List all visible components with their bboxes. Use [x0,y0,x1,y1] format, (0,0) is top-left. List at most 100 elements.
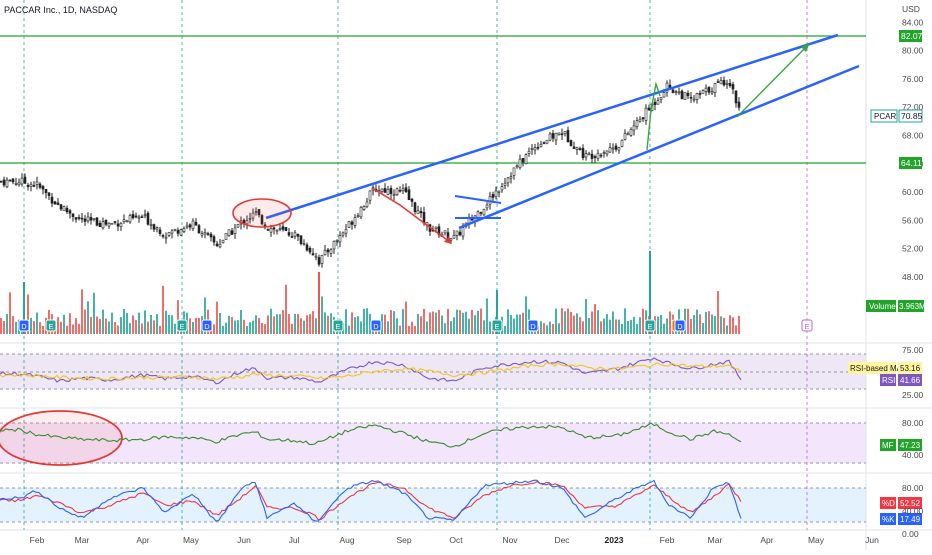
price-axis[interactable]: 84.0080.0076.0072.0068.0064.0060.0056.00… [902,17,924,282]
time-axis[interactable]: Feb Mar Apr May Jun Jul Aug Sep Oct Nov Dec 2023 Feb… [30,535,879,545]
candle-body [521,157,525,163]
candle-body [206,233,210,235]
volume-bar [330,313,332,334]
volume-bar [129,323,131,334]
rsi-ma-label-badge [848,362,896,374]
volume-bar [3,320,5,334]
volume-bar [144,310,146,334]
candle-body [575,147,579,150]
channel-lower-line[interactable] [458,64,860,230]
volume-bar [303,320,305,334]
event-marker[interactable] [18,319,30,332]
candle-body [692,98,696,101]
candle-body [209,233,213,238]
candle-body [713,83,717,93]
highlight-ellipse[interactable] [232,198,292,228]
flag-upper-line[interactable] [454,195,502,204]
volume-bar [417,313,419,334]
volume-bar [411,321,413,334]
event-markers[interactable]: DEEDEDEDESDE [18,319,813,332]
candle-body [284,227,288,231]
mfi-tick-40: 40.00 [902,450,924,460]
decline-arrow[interactable] [371,187,451,243]
event-marker[interactable] [801,319,813,332]
candle-body [614,145,618,150]
candle-body [542,142,546,144]
event-marker[interactable] [491,319,503,332]
event-marker[interactable] [45,319,57,332]
candle-body [122,219,126,222]
time-label-13: Mar [708,535,723,545]
event-marker[interactable] [201,319,213,332]
volume-bar [108,321,110,334]
rsi-tick-25: 25.00 [902,390,924,400]
volume-bar [15,321,17,334]
volume-bar [708,311,710,334]
volume-bar [552,323,554,334]
volume-value-badge [898,300,924,312]
candle-body [110,222,114,225]
volume-bar [360,321,362,334]
candle-body [677,91,681,94]
time-label-16: Jun [865,535,879,545]
candle-body [245,220,249,225]
volume-bar [288,314,290,334]
volume-bar [660,315,662,334]
candle-body [626,133,630,136]
event-marker[interactable] [332,319,344,332]
volume-bar [36,312,38,334]
channel-upper-line[interactable] [265,33,839,220]
candle-body [65,207,69,213]
candle-body [17,182,21,186]
candle-body [296,233,300,237]
price-badges[interactable]: 82.07 PCAR 70.85 64.11 Volume 3.963M RSI… [848,30,926,525]
candle-body [416,210,420,215]
volume-bar [111,312,113,334]
volume-bar [264,324,266,334]
target-arrow[interactable] [736,44,809,118]
candle-body [563,131,567,135]
candle-body [194,222,198,226]
price-tick-8: 52.00 [902,244,924,254]
event-marker[interactable] [370,319,382,332]
candle-body [233,227,237,234]
volume-bar [396,318,398,334]
price-candles [0,76,741,268]
candle-body [536,147,540,149]
candle-body [0,180,3,183]
time-label-12: Feb [660,535,675,545]
volume-bar [222,325,224,334]
event-marker[interactable] [644,319,656,332]
volume-bar [132,315,134,334]
d-label: %D [882,499,895,508]
volume-bar [246,325,248,334]
candle-body [389,187,393,195]
candle-body [2,179,6,186]
breakout-arrow[interactable] [646,81,661,151]
d-value: 52.52 [900,499,921,508]
volume-bar [234,320,236,334]
candle-body [230,230,234,235]
drawings[interactable] [0,33,860,466]
event-marker[interactable] [674,319,686,332]
candle-body [290,236,294,238]
candle-body [410,198,414,202]
candle-body [719,80,723,85]
event-marker[interactable] [176,319,188,332]
stoch-tick-40: 40.00 [902,506,924,516]
volume-bar [567,308,569,334]
candle-body [494,190,498,197]
candle-body [167,232,171,236]
volume-bar [312,311,314,334]
event-marker[interactable] [527,319,539,332]
candle-body [14,183,18,185]
candle-body [32,185,36,187]
volume-bar [468,318,470,334]
stoch-d-line [0,480,742,521]
candle-body [197,225,201,234]
candle-body [581,147,585,159]
candle-body [728,83,732,87]
candle-body [617,147,621,151]
volume-bar [78,323,80,334]
